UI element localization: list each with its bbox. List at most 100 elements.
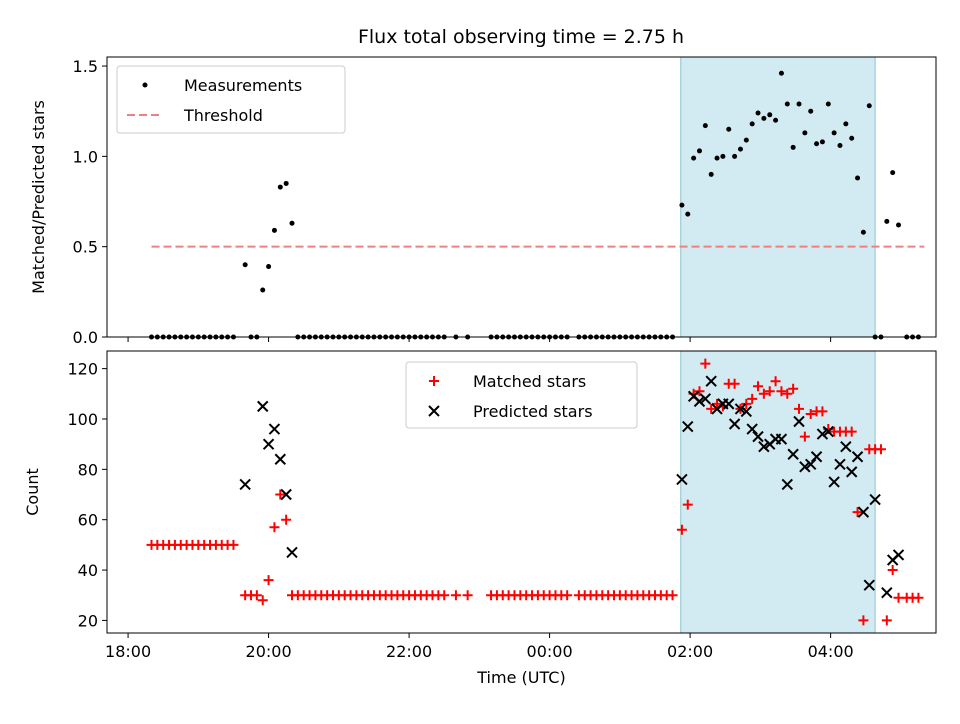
predicted-point: [869, 493, 881, 506]
legend-box: [405, 361, 638, 429]
measurement-point: [814, 141, 820, 147]
legend-entry-label: Measurements: [184, 76, 302, 95]
y-tick-label: 20: [78, 611, 98, 630]
x-axis-label: Time (UTC): [476, 668, 565, 687]
y-tick-label: 1.5: [73, 57, 98, 76]
bottom-panel: 20 40 60 80 100 120 18:00 20:00 22:00 00:00 02:00 0…: [23, 350, 937, 687]
measurement-point: [860, 229, 866, 235]
measurement-point: [679, 202, 685, 208]
measurement-point: [737, 146, 743, 152]
matched-point: [741, 398, 752, 409]
measurement-point: [837, 143, 843, 149]
matched-point: [764, 386, 775, 397]
measurement-point: [784, 101, 790, 107]
measurement-point: [802, 130, 808, 136]
measurement-point: [708, 171, 714, 177]
predicted-point: [828, 476, 840, 488]
measurement-point: [696, 148, 702, 154]
legend-entry-label: Matched stars: [473, 372, 586, 391]
axes-frame: [106, 350, 937, 634]
predicted-point: [845, 466, 858, 478]
x-tick-label: 22:00: [386, 642, 432, 661]
measurement-point: [289, 220, 295, 226]
predicted-point: [851, 451, 864, 463]
matched-point: [729, 378, 740, 389]
predicted-point: [705, 375, 717, 387]
matched-point: [700, 358, 711, 369]
predicted-point: [728, 418, 741, 430]
matched-point: [275, 489, 286, 500]
legend-matched-marker: [429, 376, 439, 386]
measurement-point: [714, 155, 720, 161]
measurement-point: [761, 115, 767, 121]
measurement-point: [819, 139, 825, 145]
matched-point: [706, 403, 717, 414]
measurement-point: [866, 103, 872, 109]
measurement-point: [266, 264, 272, 270]
matched-point: [770, 376, 781, 387]
legend-box: [116, 65, 346, 134]
predicted-point: [274, 453, 287, 465]
predicted-point: [693, 395, 706, 408]
matched-point: [852, 507, 863, 518]
measurement-point: [749, 121, 755, 127]
predicted-point: [787, 448, 799, 460]
legend: Measurements Threshold: [116, 65, 346, 134]
x-tick-label: 20:00: [246, 642, 292, 661]
measurement-point: [890, 170, 896, 176]
matched-point: [462, 590, 473, 601]
measurement-point: [702, 123, 708, 129]
measurement-point: [732, 153, 738, 159]
matched-point: [712, 398, 723, 409]
predicted-point: [781, 478, 794, 491]
legend-entry-label: Threshold: [183, 106, 263, 125]
matched-point: [913, 592, 924, 603]
matched-point: [799, 431, 810, 442]
top-panel: 0.0 0.5 1.0 1.5 Matched/Predicted stars Measu…: [29, 56, 937, 347]
predicted-point: [822, 425, 834, 438]
measurement-point: [773, 117, 779, 123]
y-tick-label: 60: [78, 511, 98, 530]
legend-entry-label: Predicted stars: [473, 402, 593, 421]
matched-point: [562, 590, 573, 601]
matched-point: [281, 514, 292, 525]
matched-point: [747, 393, 758, 404]
y-axis-label: Matched/Predicted stars: [29, 100, 48, 294]
matched-point: [269, 522, 280, 533]
measurement-point: [767, 112, 773, 118]
predicted-point: [734, 403, 747, 415]
measurement-point: [796, 101, 802, 107]
predicted-point: [863, 579, 875, 591]
y-tick-label: 40: [78, 561, 98, 580]
y-tick-label: 0.0: [73, 328, 98, 347]
measurement-point: [283, 180, 289, 186]
measurement-point: [843, 121, 849, 127]
predicted-point: [752, 430, 764, 443]
matched-point: [846, 426, 857, 437]
x-tick-label: 18:00: [105, 642, 151, 661]
measurement-point: [896, 222, 902, 228]
y-tick-label: 1.0: [73, 147, 98, 166]
matched-point: [682, 499, 693, 510]
legend-predicted-marker: [428, 405, 440, 417]
predicted-point: [268, 423, 281, 435]
measurement-point: [808, 108, 814, 114]
predicted-point: [286, 546, 298, 559]
x-tick-label: 04:00: [808, 642, 854, 661]
measurement-point: [277, 184, 283, 190]
predicted-point: [699, 393, 712, 405]
matched-point: [887, 565, 898, 576]
measurement-point: [726, 126, 732, 132]
measurement-point: [849, 135, 855, 141]
matched-point: [794, 403, 805, 414]
predicted-point: [758, 440, 770, 453]
legend-measurement-marker: [142, 82, 148, 88]
measurement-point: [884, 218, 890, 224]
predicted-point: [280, 488, 292, 501]
measurement-point: [720, 153, 726, 159]
predicted-point: [257, 400, 269, 413]
predicted-point: [840, 440, 852, 453]
matched-point: [263, 575, 274, 586]
chart-title: Flux total observing time = 2.75 h: [358, 26, 684, 48]
